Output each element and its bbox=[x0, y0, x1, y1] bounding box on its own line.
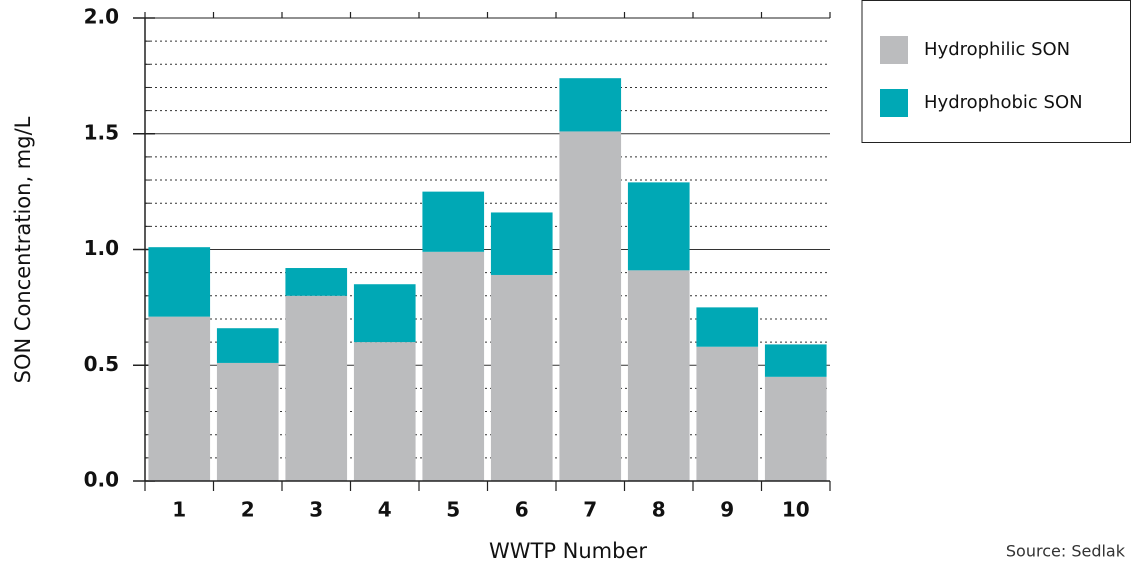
x-tick-label: 1 bbox=[172, 498, 186, 522]
x-tick-label: 8 bbox=[652, 498, 666, 522]
y-tick-label: 1.5 bbox=[84, 120, 119, 144]
y-axis-title: SON Concentration, mg/L bbox=[11, 116, 35, 383]
bar-segment bbox=[353, 342, 416, 481]
bar-segment bbox=[627, 182, 690, 271]
bar-segment bbox=[422, 191, 485, 252]
bar-segment bbox=[148, 316, 211, 481]
bar-segment bbox=[285, 295, 348, 481]
x-tick-label: 9 bbox=[720, 498, 734, 522]
legend-box bbox=[861, 0, 1131, 143]
bar-segment bbox=[216, 362, 279, 481]
bar-segment bbox=[490, 274, 553, 481]
legend-swatch bbox=[880, 36, 908, 64]
bar-segment bbox=[764, 344, 827, 377]
x-tick-label: 4 bbox=[378, 498, 392, 522]
y-tick-label: 1.0 bbox=[84, 236, 119, 260]
y-tick-label: 0.0 bbox=[84, 468, 119, 492]
bar-segment bbox=[490, 212, 553, 275]
bar-segment bbox=[148, 247, 211, 317]
y-tick-label: 2.0 bbox=[84, 5, 119, 29]
y-tick-label: 0.5 bbox=[84, 352, 119, 376]
bar-segment bbox=[422, 251, 485, 481]
legend-label: Hydrophilic SON bbox=[924, 39, 1070, 60]
bar-segment bbox=[216, 328, 279, 363]
x-tick-label: 5 bbox=[446, 498, 460, 522]
legend-label: Hydrophobic SON bbox=[924, 92, 1083, 113]
x-tick-label: 2 bbox=[241, 498, 255, 522]
x-tick-label: 3 bbox=[309, 498, 323, 522]
bar-segment bbox=[285, 268, 348, 296]
bar-segment bbox=[559, 78, 622, 132]
bar-segment bbox=[764, 376, 827, 481]
legend-swatch bbox=[880, 89, 908, 117]
x-axis-title: WWTP Number bbox=[489, 539, 647, 563]
bar-segment bbox=[559, 131, 622, 481]
bar-segment bbox=[696, 307, 759, 347]
x-tick-label: 10 bbox=[782, 498, 810, 522]
bar-segment bbox=[627, 270, 690, 481]
x-tick-label: 7 bbox=[583, 498, 597, 522]
x-tick-label: 6 bbox=[515, 498, 529, 522]
bar-segment bbox=[696, 346, 759, 481]
source-note: Source: Sedlak bbox=[1006, 542, 1126, 561]
bar-segment bbox=[353, 284, 416, 343]
